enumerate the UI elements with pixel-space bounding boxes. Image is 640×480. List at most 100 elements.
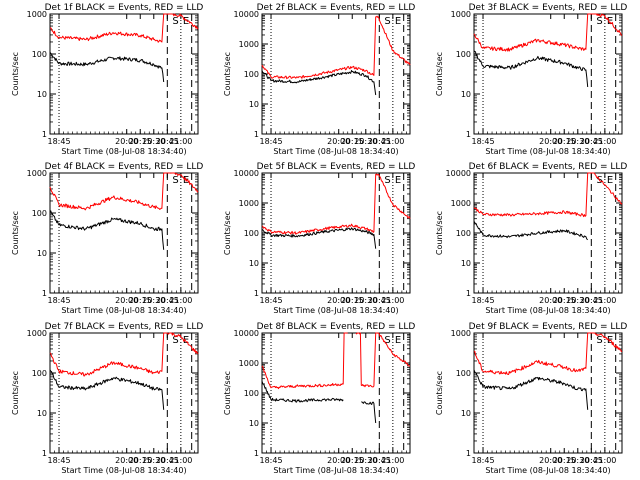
y-axis-label: Counts/sec: [11, 371, 20, 415]
y-tick-label: 1: [42, 449, 47, 458]
y-tick-label: 1000: [451, 199, 471, 208]
x-tick-label: 20:30: [566, 296, 589, 305]
x-tick-label: 21:00: [169, 456, 192, 465]
events-series-line: [261, 227, 377, 249]
x-tick-label: 21:00: [381, 137, 404, 146]
annotation-s: S: [384, 16, 390, 27]
events-series-line: [49, 210, 165, 250]
lld-series-line: [49, 172, 199, 211]
x-tick-label: 20:00: [327, 137, 350, 146]
x-tick-label: 20:15: [129, 296, 152, 305]
events-series-line: [49, 51, 165, 83]
x-tick-label: 20:30: [142, 137, 165, 146]
y-tick-label: 1: [254, 449, 259, 458]
annotation-e: E: [395, 175, 401, 186]
panel-title: Det 9f BLACK = Events, RED = LLD: [469, 322, 628, 332]
annotation-s: S: [596, 16, 602, 27]
events-series-line: [261, 380, 377, 424]
x-tick-label: 21:00: [381, 296, 404, 305]
x-tick-label: 18:45: [47, 296, 70, 305]
x-tick-label: 20:00: [327, 456, 350, 465]
x-tick-label: 21:00: [169, 137, 192, 146]
annotation-s: S: [596, 335, 602, 346]
y-tick-label: 10000: [234, 329, 259, 338]
lld-series-line: [473, 332, 623, 375]
x-tick-label: 18:45: [471, 137, 494, 146]
events-series-line: [473, 50, 589, 88]
y-tick-label: 10000: [234, 10, 259, 19]
x-tick-label: 18:45: [259, 296, 282, 305]
panel-4: Det 4f BLACK = Events, RED = LLD 1 10 100 10…: [11, 162, 203, 315]
plot-frame: [261, 332, 411, 454]
plot-frame: [473, 13, 623, 135]
x-tick-label: 20:00: [327, 296, 350, 305]
x-tick-label: 20:00: [539, 296, 562, 305]
panel-8: Det 8f BLACK = Events, RED = LLD 1 10 100 10…: [223, 322, 415, 475]
x-axis-label: Start Time (08-Jul-08 18:34:40): [485, 466, 610, 475]
annotation-s: S: [384, 175, 390, 186]
y-tick-label: 1000: [451, 329, 471, 338]
panel-title: Det 1f BLACK = Events, RED = LLD: [45, 3, 204, 13]
y-tick-label: 100: [244, 229, 259, 238]
annotation-e: E: [395, 16, 401, 27]
lld-series-line: [261, 15, 411, 80]
x-tick-label: 20:30: [566, 137, 589, 146]
y-tick-label: 10000: [234, 169, 259, 178]
x-axis-label: Start Time (08-Jul-08 18:34:40): [61, 466, 186, 475]
panel-5: Det 5f BLACK = Events, RED = LLD 1 10 100 10…: [223, 162, 415, 315]
x-tick-label: 20:00: [115, 296, 138, 305]
y-axis-label: Counts/sec: [223, 52, 232, 96]
panel-title: Det 2f BLACK = Events, RED = LLD: [257, 3, 416, 13]
panel-2: Det 2f BLACK = Events, RED = LLD 1 10 100 10…: [223, 3, 415, 156]
x-tick-label: 20:45: [368, 456, 391, 465]
annotation-s: S: [172, 335, 178, 346]
y-tick-label: 10: [37, 90, 47, 99]
annotation-e: E: [607, 175, 613, 186]
panel-title: Det 3f BLACK = Events, RED = LLD: [469, 3, 628, 13]
lld-series-line: [50, 13, 199, 43]
y-tick-label: 1000: [451, 10, 471, 19]
x-tick-label: 20:00: [115, 137, 138, 146]
x-tick-label: 20:00: [115, 456, 138, 465]
x-axis-label: Start Time (08-Jul-08 18:34:40): [61, 306, 186, 315]
panel-title: Det 5f BLACK = Events, RED = LLD: [257, 162, 416, 172]
y-tick-label: 1: [254, 130, 259, 139]
events-series-line: [261, 70, 377, 96]
x-axis-label: Start Time (08-Jul-08 18:34:40): [273, 147, 398, 156]
y-tick-label: 10: [249, 100, 259, 109]
y-axis-label: Counts/sec: [11, 211, 20, 255]
panel-title: Det 7f BLACK = Events, RED = LLD: [45, 322, 204, 332]
annotation-s: S: [172, 16, 178, 27]
annotation-e: E: [607, 16, 613, 27]
x-tick-label: 20:45: [580, 456, 603, 465]
y-tick-label: 100: [32, 369, 47, 378]
lld-series-line: [261, 332, 411, 390]
y-tick-label: 100: [456, 50, 471, 59]
x-axis-label: Start Time (08-Jul-08 18:34:40): [273, 306, 398, 315]
plot-frame: [473, 332, 623, 454]
y-axis-label: Counts/sec: [435, 52, 444, 96]
panel-9: Det 9f BLACK = Events, RED = LLD 1 10 100 10…: [435, 322, 627, 475]
panel-title: Det 6f BLACK = Events, RED = LLD: [469, 162, 628, 172]
plot-frame: [49, 332, 199, 454]
y-tick-label: 10000: [446, 169, 471, 178]
y-tick-label: 10: [37, 409, 47, 418]
y-axis-label: Counts/sec: [435, 371, 444, 415]
x-tick-label: 18:45: [259, 137, 282, 146]
x-tick-label: 20:30: [142, 456, 165, 465]
y-tick-label: 10: [249, 419, 259, 428]
y-tick-label: 1000: [27, 329, 47, 338]
y-tick-label: 1000: [239, 359, 259, 368]
x-tick-label: 21:00: [593, 137, 616, 146]
y-tick-label: 1000: [239, 40, 259, 49]
y-tick-label: 100: [456, 369, 471, 378]
lld-series-line: [473, 13, 623, 52]
x-tick-label: 20:45: [156, 456, 179, 465]
annotation-e: E: [183, 335, 189, 346]
x-tick-label: 20:45: [156, 137, 179, 146]
x-tick-label: 20:15: [129, 137, 152, 146]
y-tick-label: 1: [466, 130, 471, 139]
x-tick-label: 20:30: [354, 456, 377, 465]
y-tick-label: 100: [32, 50, 47, 59]
x-tick-label: 21:00: [381, 456, 404, 465]
